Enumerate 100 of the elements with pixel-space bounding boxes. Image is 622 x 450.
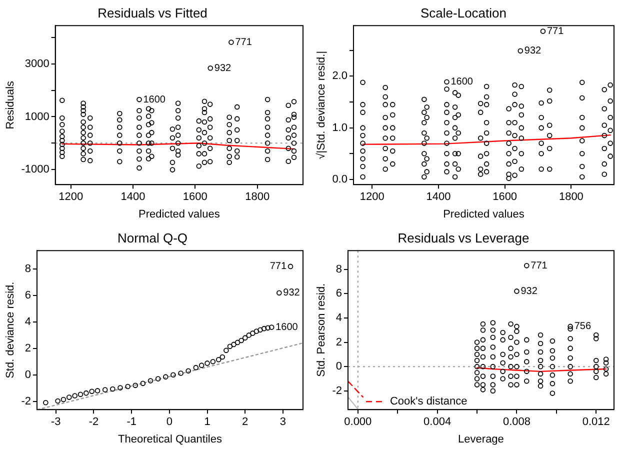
x-tick-label: 1400 — [426, 191, 451, 204]
annotation: 771 — [530, 260, 548, 272]
point — [234, 340, 240, 346]
y-tick-label: 1.0 — [332, 122, 348, 134]
y-tick-label: 2 — [24, 342, 31, 354]
point — [210, 358, 216, 364]
y-axis-title: Std. Pearson resid. — [316, 283, 328, 377]
annotation: 932 — [520, 286, 538, 297]
point — [125, 384, 130, 390]
x-axis-title: Predicted values — [138, 208, 220, 220]
chart-title: Residuals vs Leverage — [398, 230, 530, 246]
point — [132, 382, 138, 388]
x-tick-label: -3 — [51, 416, 61, 428]
y-tick-label: 8 — [24, 263, 31, 276]
y-tick-label: 4 — [24, 316, 31, 328]
y-tick-label: 0 — [336, 360, 342, 373]
point — [231, 342, 236, 348]
point — [155, 376, 161, 382]
point — [118, 385, 123, 390]
x-tick-label: 1200 — [58, 191, 84, 204]
point — [162, 374, 168, 380]
point — [250, 330, 256, 336]
chart-title: Normal Q-Q — [117, 230, 188, 246]
x-tick-label: 1200 — [360, 191, 384, 204]
x-tick-label: -1 — [126, 416, 136, 428]
y-tick-label: 3000 — [24, 58, 50, 70]
annotation: 1600 — [143, 94, 166, 106]
point — [170, 372, 176, 378]
x-tick-label: 1 — [204, 416, 210, 428]
point — [186, 368, 191, 374]
x-axis-title: Theoretical Quantiles — [118, 433, 222, 446]
point — [110, 386, 116, 392]
y-axis-title: Residuals — [4, 80, 17, 130]
annotation: 932 — [283, 288, 300, 299]
y-tick-label: 4 — [336, 312, 342, 324]
y-tick-label: 6 — [336, 288, 342, 300]
x-tick-label: 0.012 — [582, 416, 610, 428]
y-tick-label: 0 — [24, 368, 31, 381]
point — [261, 326, 267, 332]
x-tick-label: 0 — [166, 416, 172, 428]
chart-title: Residuals vs Fitted — [98, 5, 208, 20]
y-axis-title: √|Std. deviance resid.| — [316, 50, 328, 160]
annotation: 771 — [270, 261, 287, 272]
x-tick-label: 1600 — [182, 191, 208, 204]
y-tick-label: -2 — [21, 395, 31, 408]
y-tick-label: -1000 — [21, 164, 50, 176]
y-tick-label: -2 — [332, 384, 342, 397]
point — [60, 396, 66, 402]
x-tick-label: 1800 — [558, 191, 584, 204]
y-tick-label: 2 — [336, 336, 342, 348]
y-tick-label: 2.0 — [332, 70, 348, 82]
point — [288, 264, 294, 270]
y-tick-label: 0.0 — [332, 173, 348, 186]
point — [246, 332, 252, 338]
annotation: 771 — [546, 26, 564, 38]
point — [224, 348, 229, 354]
annotation: 1600 — [450, 76, 474, 88]
point — [220, 354, 226, 360]
point — [178, 370, 184, 376]
point — [102, 387, 108, 392]
x-tick-label: 1800 — [245, 191, 270, 204]
annotation: 756 — [574, 321, 592, 332]
annotation: 1600 — [276, 322, 298, 334]
x-axis-title: Leverage — [458, 433, 504, 446]
point — [89, 388, 94, 394]
x-tick-label: 0.004 — [424, 416, 452, 428]
point — [198, 362, 204, 368]
x-tick-label: 0.008 — [502, 416, 530, 428]
point — [78, 392, 84, 398]
x-tick-label: 1400 — [120, 191, 146, 204]
y-axis-title: Std. deviance resid. — [4, 282, 17, 378]
point — [66, 394, 72, 400]
point — [193, 364, 199, 370]
x-tick-label: 3 — [280, 416, 286, 428]
point — [72, 393, 78, 398]
point — [242, 335, 248, 340]
point — [84, 390, 89, 396]
legend-label: Cook's distance — [390, 396, 468, 408]
point — [204, 360, 210, 366]
annotation: 771 — [235, 36, 252, 48]
y-tick-label: 8 — [336, 263, 342, 276]
x-tick-label: -2 — [88, 416, 99, 428]
point — [254, 328, 260, 334]
point — [238, 338, 244, 344]
point — [148, 378, 154, 384]
point — [140, 380, 146, 386]
chart-title: Scale-Location — [420, 5, 506, 20]
y-tick-label: 1000 — [24, 110, 50, 123]
annotation: 932 — [524, 46, 542, 57]
y-tick-label: 6 — [24, 290, 31, 302]
x-tick-label: 0.000 — [344, 416, 372, 428]
point — [43, 400, 48, 406]
x-tick-label: 1600 — [492, 191, 518, 204]
x-tick-label: 2 — [242, 416, 248, 428]
point — [55, 398, 60, 404]
point — [265, 325, 270, 331]
point — [94, 388, 100, 394]
point — [268, 324, 274, 330]
point — [216, 356, 222, 362]
point — [276, 290, 282, 296]
